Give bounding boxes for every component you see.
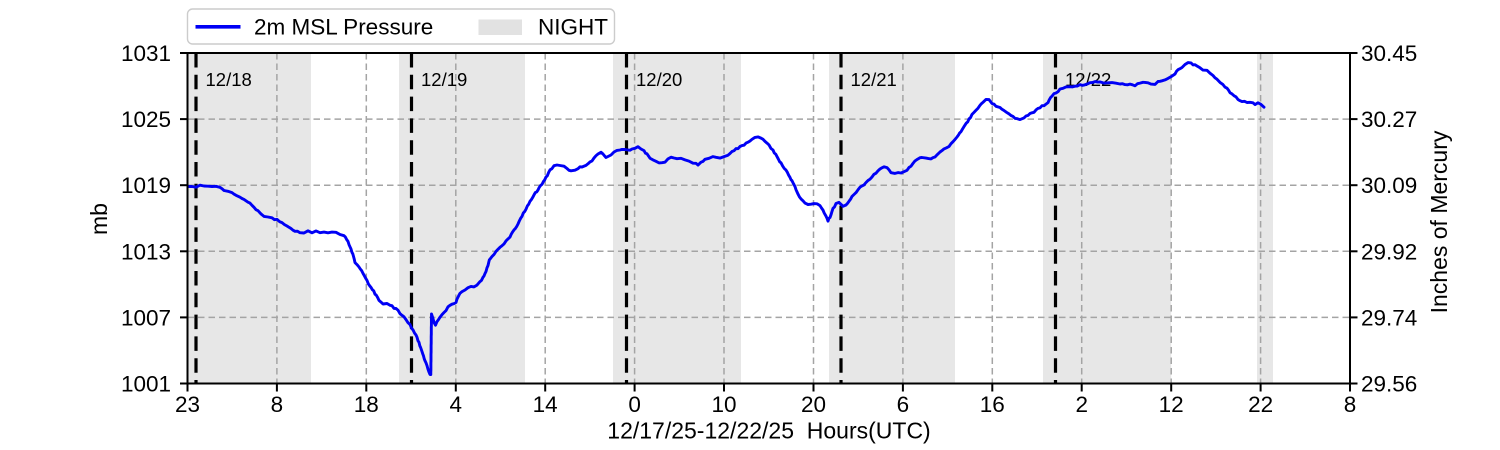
svg-text:10: 10 <box>711 392 736 417</box>
svg-text:29.74: 29.74 <box>1361 305 1417 330</box>
svg-text:NIGHT: NIGHT <box>538 15 608 40</box>
svg-text:1007: 1007 <box>121 305 171 330</box>
svg-text:mb: mb <box>86 203 112 235</box>
svg-text:Inches of Mercury: Inches of Mercury <box>1426 130 1452 313</box>
svg-text:8: 8 <box>1344 392 1357 417</box>
svg-text:30.27: 30.27 <box>1361 107 1417 132</box>
svg-text:29.92: 29.92 <box>1361 239 1417 264</box>
svg-text:18: 18 <box>354 392 379 417</box>
svg-text:30.09: 30.09 <box>1361 173 1417 198</box>
svg-text:1001: 1001 <box>121 372 171 397</box>
svg-text:12/20: 12/20 <box>636 69 682 90</box>
svg-text:23: 23 <box>175 392 200 417</box>
svg-text:14: 14 <box>533 392 558 417</box>
svg-text:12/18: 12/18 <box>206 69 252 90</box>
svg-text:12: 12 <box>1159 392 1184 417</box>
svg-text:12/19: 12/19 <box>421 69 467 90</box>
svg-text:2m MSL Pressure: 2m MSL Pressure <box>254 15 433 40</box>
svg-text:30.45: 30.45 <box>1361 41 1417 66</box>
svg-text:1031: 1031 <box>121 41 171 66</box>
svg-text:12/21: 12/21 <box>851 69 897 90</box>
svg-text:2: 2 <box>1075 392 1088 417</box>
svg-text:1013: 1013 <box>121 239 171 264</box>
svg-text:1019: 1019 <box>121 173 171 198</box>
svg-text:1025: 1025 <box>121 107 171 132</box>
svg-text:4: 4 <box>450 392 463 417</box>
svg-text:20: 20 <box>801 392 826 417</box>
svg-text:0: 0 <box>628 392 641 417</box>
svg-text:6: 6 <box>897 392 910 417</box>
svg-text:22: 22 <box>1248 392 1273 417</box>
svg-text:29.56: 29.56 <box>1361 372 1417 397</box>
svg-text:16: 16 <box>980 392 1005 417</box>
svg-text:12/17/25-12/22/25 Hours(UTC): 12/17/25-12/22/25 Hours(UTC) <box>607 418 930 444</box>
svg-text:8: 8 <box>271 392 284 417</box>
